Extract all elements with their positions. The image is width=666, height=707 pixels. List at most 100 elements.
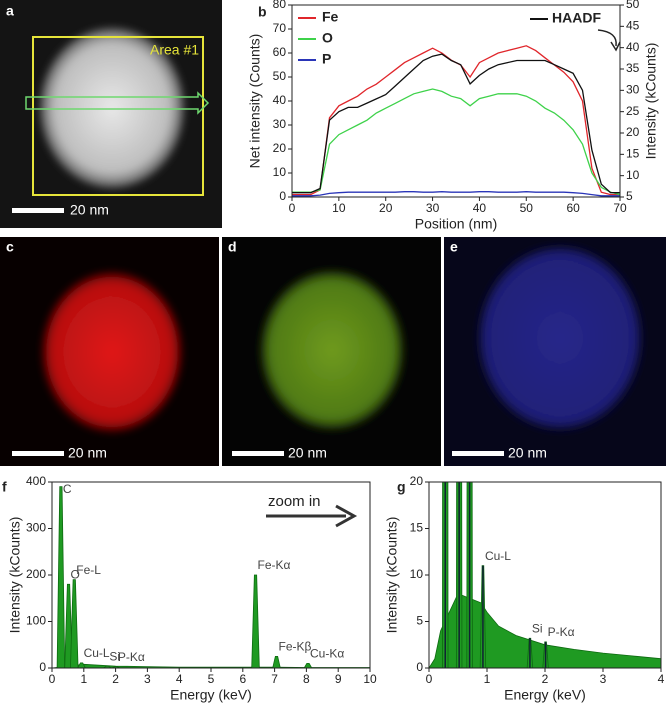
x-tick-label: 30 <box>426 201 440 215</box>
x-tick-label: 3 <box>144 672 151 686</box>
peak <box>303 662 313 668</box>
particle <box>40 28 184 188</box>
y-tick-label: 200 <box>26 567 46 581</box>
x-tick-label: 2 <box>542 672 549 686</box>
x-tick-label: 50 <box>520 201 534 215</box>
y2-tick-label: 25 <box>626 104 640 118</box>
y2-tick-label: 45 <box>626 19 640 33</box>
peak-label: Si <box>109 649 120 663</box>
y-tick-label: 30 <box>273 117 287 131</box>
x-tick-label: 7 <box>271 672 278 686</box>
y-tick-label: 0 <box>39 660 46 674</box>
peak <box>251 574 260 668</box>
chart-g: g 0 1 2 3 4 0 5 10 15 20 Energy (keV) Intensity (kCo… <box>384 474 665 703</box>
legend-label: HAADF <box>552 10 601 26</box>
x-axis-label: Energy (keV) <box>170 687 252 703</box>
y2-tick-label: 50 <box>626 0 640 11</box>
haadf-arrow <box>597 29 617 47</box>
scale-bar-label: 20 nm <box>508 445 547 461</box>
peak <box>77 662 86 668</box>
plot-frame <box>291 4 621 198</box>
scale-bar <box>12 451 64 456</box>
y2-tick-label: 5 <box>626 189 633 203</box>
panel-letter: e <box>450 239 458 255</box>
chart-b: b 0 10 20 30 40 50 60 70 0 10 20 30 40 50 60 70 80 5 10 15 20… <box>247 0 659 232</box>
y-tick-label: 20 <box>273 141 287 155</box>
peak-label: P-Kα <box>548 625 575 639</box>
legend-label: P <box>322 51 331 67</box>
x-tick-label: 4 <box>176 672 183 686</box>
peak-label: Fe-Kβ <box>279 640 312 654</box>
peak <box>56 486 66 668</box>
series-line <box>292 45 620 196</box>
image-d: 20 nm d <box>222 237 441 466</box>
image-e: 20 nm e <box>444 237 666 466</box>
x-tick-label: 8 <box>303 672 310 686</box>
peak-label: Cu-L <box>84 646 110 660</box>
line-profile-arrow <box>25 91 210 115</box>
y2-tick-label: 30 <box>626 83 640 97</box>
scale-bar-label: 20 nm <box>68 445 107 461</box>
plot-frame <box>428 481 662 669</box>
x-axis-label: Position (nm) <box>415 216 497 232</box>
x-tick-label: 1 <box>80 672 87 686</box>
y2-tick-label: 20 <box>626 125 640 139</box>
y-tick-label: 40 <box>273 93 287 107</box>
y-tick-label: 0 <box>416 660 423 674</box>
y-tick-label: 5 <box>416 614 423 628</box>
y-axis-label: Intensity (kCounts) <box>384 517 400 634</box>
x-tick-label: 5 <box>208 672 215 686</box>
x-tick-label: 20 <box>379 201 393 215</box>
zoom-label: zoom in <box>268 493 321 510</box>
y-axis-label: Net intensity (Counts) <box>247 34 263 169</box>
image-a: Area #1 20 nm a <box>0 0 222 228</box>
x-tick-label: 0 <box>426 672 433 686</box>
o-map <box>260 270 404 430</box>
y-tick-label: 10 <box>273 165 287 179</box>
y-tick-label: 60 <box>273 45 287 59</box>
x-tick-label: 9 <box>335 672 342 686</box>
scale-bar <box>12 208 64 213</box>
y-tick-label: 400 <box>26 474 46 488</box>
plot-area <box>52 486 370 668</box>
y-axis-label: Intensity (kCounts) <box>7 517 23 634</box>
peak <box>70 579 79 668</box>
panel-letter: a <box>6 3 14 19</box>
x-tick-label: 0 <box>289 201 296 215</box>
x-tick-label: 0 <box>49 672 56 686</box>
y-tick-label: 80 <box>273 0 287 11</box>
plot-area <box>292 45 620 197</box>
scale-bar-label: 20 nm <box>70 202 109 218</box>
peak-label: Si <box>532 621 543 635</box>
peak-label: Fe-L <box>76 563 101 577</box>
legend-label: Fe <box>322 9 339 25</box>
panel-letter: g <box>397 479 406 495</box>
area-box <box>32 36 204 196</box>
area-label: Area #1 <box>150 42 199 58</box>
peak <box>272 655 281 668</box>
panel-letter: f <box>2 479 7 495</box>
y-tick-label: 100 <box>26 614 46 628</box>
x-tick-label: 10 <box>363 672 377 686</box>
y-tick-label: 50 <box>273 69 287 83</box>
x-tick-label: 6 <box>239 672 246 686</box>
peak-label: C <box>63 482 72 496</box>
p-map <box>478 246 642 430</box>
legend-label: O <box>322 30 333 46</box>
y2-tick-label: 40 <box>626 40 640 54</box>
haadf-arrowhead <box>610 41 621 52</box>
series-line <box>292 191 620 197</box>
y-tick-label: 10 <box>410 567 424 581</box>
series-line <box>292 53 620 194</box>
y2-axis-label: Intensity (kCounts) <box>643 43 659 160</box>
x-axis-label: Energy (keV) <box>504 687 586 703</box>
plot-area <box>429 482 661 668</box>
y-tick-label: 15 <box>410 521 424 535</box>
continuum <box>52 663 370 668</box>
x-tick-label: 3 <box>600 672 607 686</box>
scale-bar <box>452 451 504 456</box>
x-tick-label: 1 <box>484 672 491 686</box>
